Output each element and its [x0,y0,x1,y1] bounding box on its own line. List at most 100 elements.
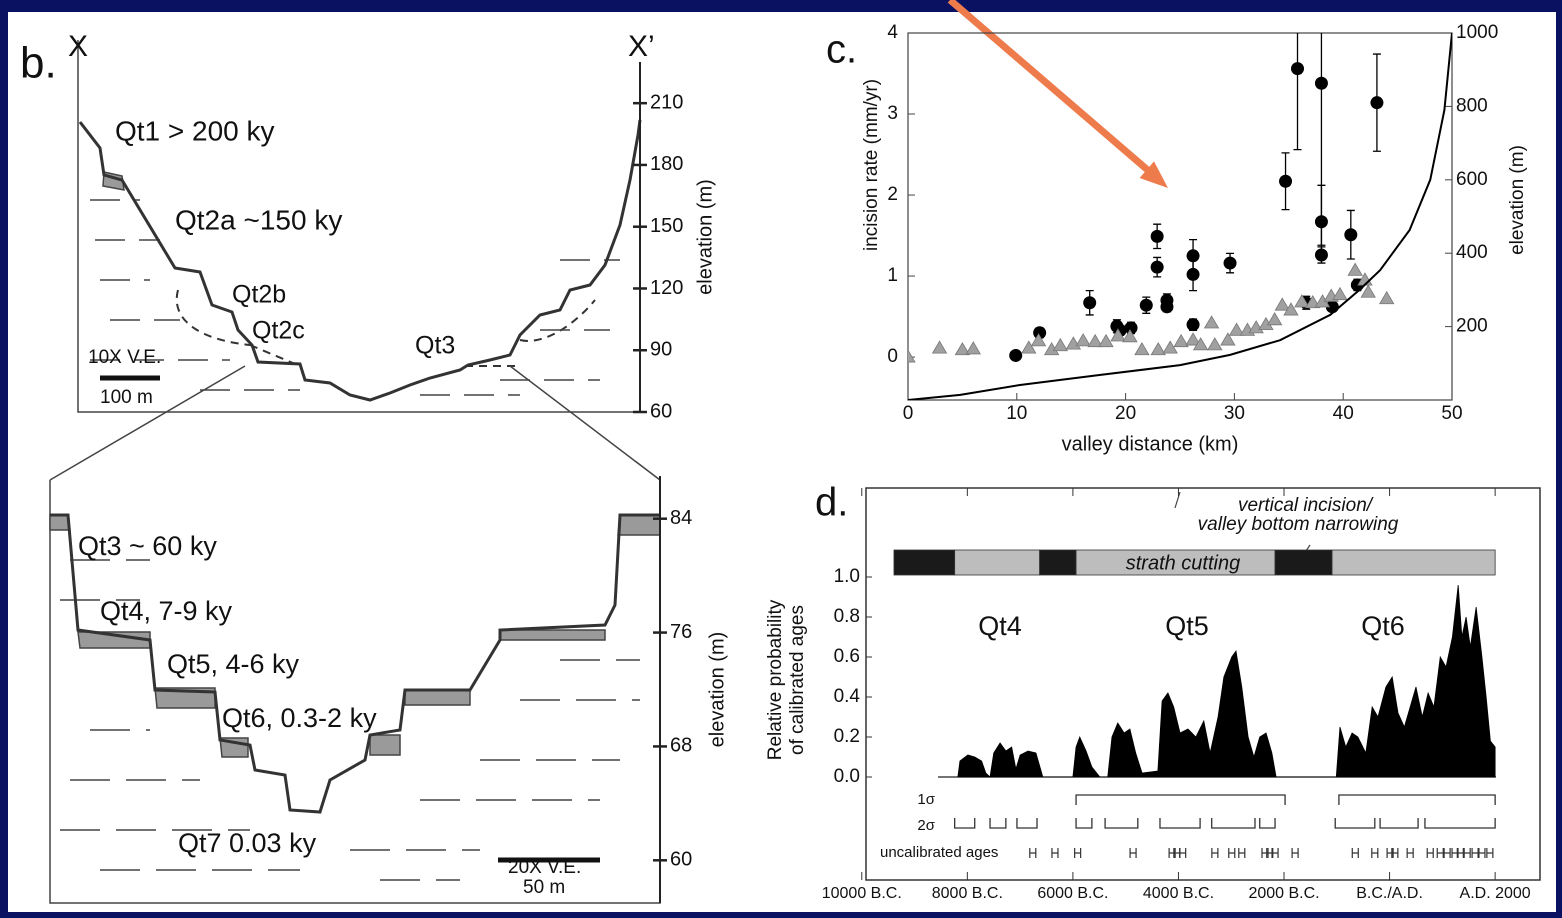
x-axis-label: valley distance (km) [1062,433,1239,455]
x-tick-label: 50 [1441,403,1462,424]
sigma2-range [1334,818,1376,829]
uncalibrated-age [1129,848,1137,858]
incision-triangle [1110,328,1126,342]
panel-label: c. [826,28,857,72]
incision-triangle [1075,333,1091,347]
unit-label: Qt2a ~150 ky [175,204,342,235]
sigma1-range [1338,794,1496,805]
uncalibrated-age [1351,848,1359,858]
incision-triangle [965,341,981,355]
incision-triangle [1021,340,1037,354]
incision-triangle [1294,294,1310,308]
sigma2-range [989,818,1007,829]
x-tick-label: B.C./A.D. [1356,885,1423,902]
y2-axis-label: elevation (m) [1507,145,1528,255]
incision-triangle [1274,297,1290,311]
sigma2-range [1104,818,1139,829]
y-axis-label: incision rate (mm/yr) [861,79,882,251]
incision-point [1314,248,1328,262]
incision-triangle [908,349,916,363]
tick-label: 210 [650,91,683,113]
y-tick-label: 0.6 [834,646,860,667]
uncalibrated-age [1291,848,1299,858]
period-bar [1274,549,1333,576]
uncalibrated-age [1486,848,1494,858]
y-tick-label: 0.4 [834,686,861,707]
tick-label: 90 [650,339,672,361]
incision-point [1291,62,1305,76]
incision-point [1083,296,1097,310]
incision-triangle [1332,286,1348,301]
incision-point [1186,249,1200,263]
y-axis-label: Relative probability [765,599,786,760]
plot-frame [907,32,1453,401]
sigma2-range [1259,818,1276,829]
uncalibrated-age [1371,848,1379,858]
incision-point [1223,256,1237,270]
y-axis-label: of calibrated ages [787,605,808,755]
uncalibrated-age [1074,848,1082,858]
y2-tick-label: 1000 [1456,22,1498,43]
scale-bar-label: 50 m [523,877,565,898]
y-tick-label: 1.0 [834,566,860,587]
unit-label: Qt7 0.03 ky [178,828,317,858]
detail-section [49,476,661,904]
tick-label: 68 [670,735,692,757]
uncalibrated-age [1443,848,1451,858]
sigma2-range [1211,818,1256,829]
section-end: X’ [628,30,655,63]
unit-label: Qt6, 0.3-2 ky [222,703,377,733]
incision-point [1139,298,1153,312]
incision-triangle [1207,337,1223,351]
y2-tick-label: 400 [1456,242,1488,263]
unit-label: Qt3 [415,332,455,360]
sigma2-range [1016,818,1038,829]
axis-label: elevation (m) [694,179,716,295]
uncalibrated-age [1406,848,1414,858]
incision-point [1314,76,1328,90]
y2-tick-label: 800 [1456,95,1488,116]
incision-point [1150,260,1164,274]
x-tick-label: 10 [1006,403,1027,424]
incision-triangle [1266,312,1283,326]
incision-point [1370,96,1384,110]
tick-label: 150 [650,215,683,237]
period-bar [893,549,956,576]
uncalibrated-age [1029,848,1037,858]
incision-triangle [1228,322,1245,336]
exaggeration: 10X V.E. [88,347,161,368]
y-tick-label: 1 [887,265,898,286]
incision-triangle [1360,284,1376,298]
x-tick-label: A.D. 2000 [1460,885,1531,902]
zoom-line [49,365,246,481]
uncalibrated-age [1436,848,1444,858]
incision-triangle [1150,341,1166,356]
incision-triangle [1203,315,1220,329]
incision-point [1009,348,1023,362]
sigma2-range [1424,818,1496,829]
tick-label: 120 [650,277,683,299]
tick-label: 84 [670,507,692,529]
uncalibrated-age [1478,848,1486,858]
period-bar [1039,549,1077,576]
x-tick-label: 8000 B.C. [932,885,1003,902]
incision-triangle [1185,332,1201,346]
uncalibrated-age [1426,848,1434,858]
tick-label: 60 [650,400,672,422]
incision-triangle [1162,340,1178,354]
overview-profile [78,119,642,402]
incision-triangle [1283,302,1299,316]
tick-label: 180 [650,153,683,175]
y-tick-label: 4 [887,22,898,43]
section-end: X [68,30,88,63]
incision-triangle [1122,329,1138,343]
uncalibrated-age [1391,848,1399,858]
incision-point [1344,228,1358,242]
incision-triangle [1220,332,1236,346]
uncalibrated-age [1211,848,1219,858]
incision-triangle [1173,333,1189,348]
x-tick-label: 20 [1115,403,1136,424]
unit-label: Qt3 ~ 60 ky [78,531,217,561]
incision-triangle [1305,294,1321,309]
incision-triangle [1347,262,1363,276]
